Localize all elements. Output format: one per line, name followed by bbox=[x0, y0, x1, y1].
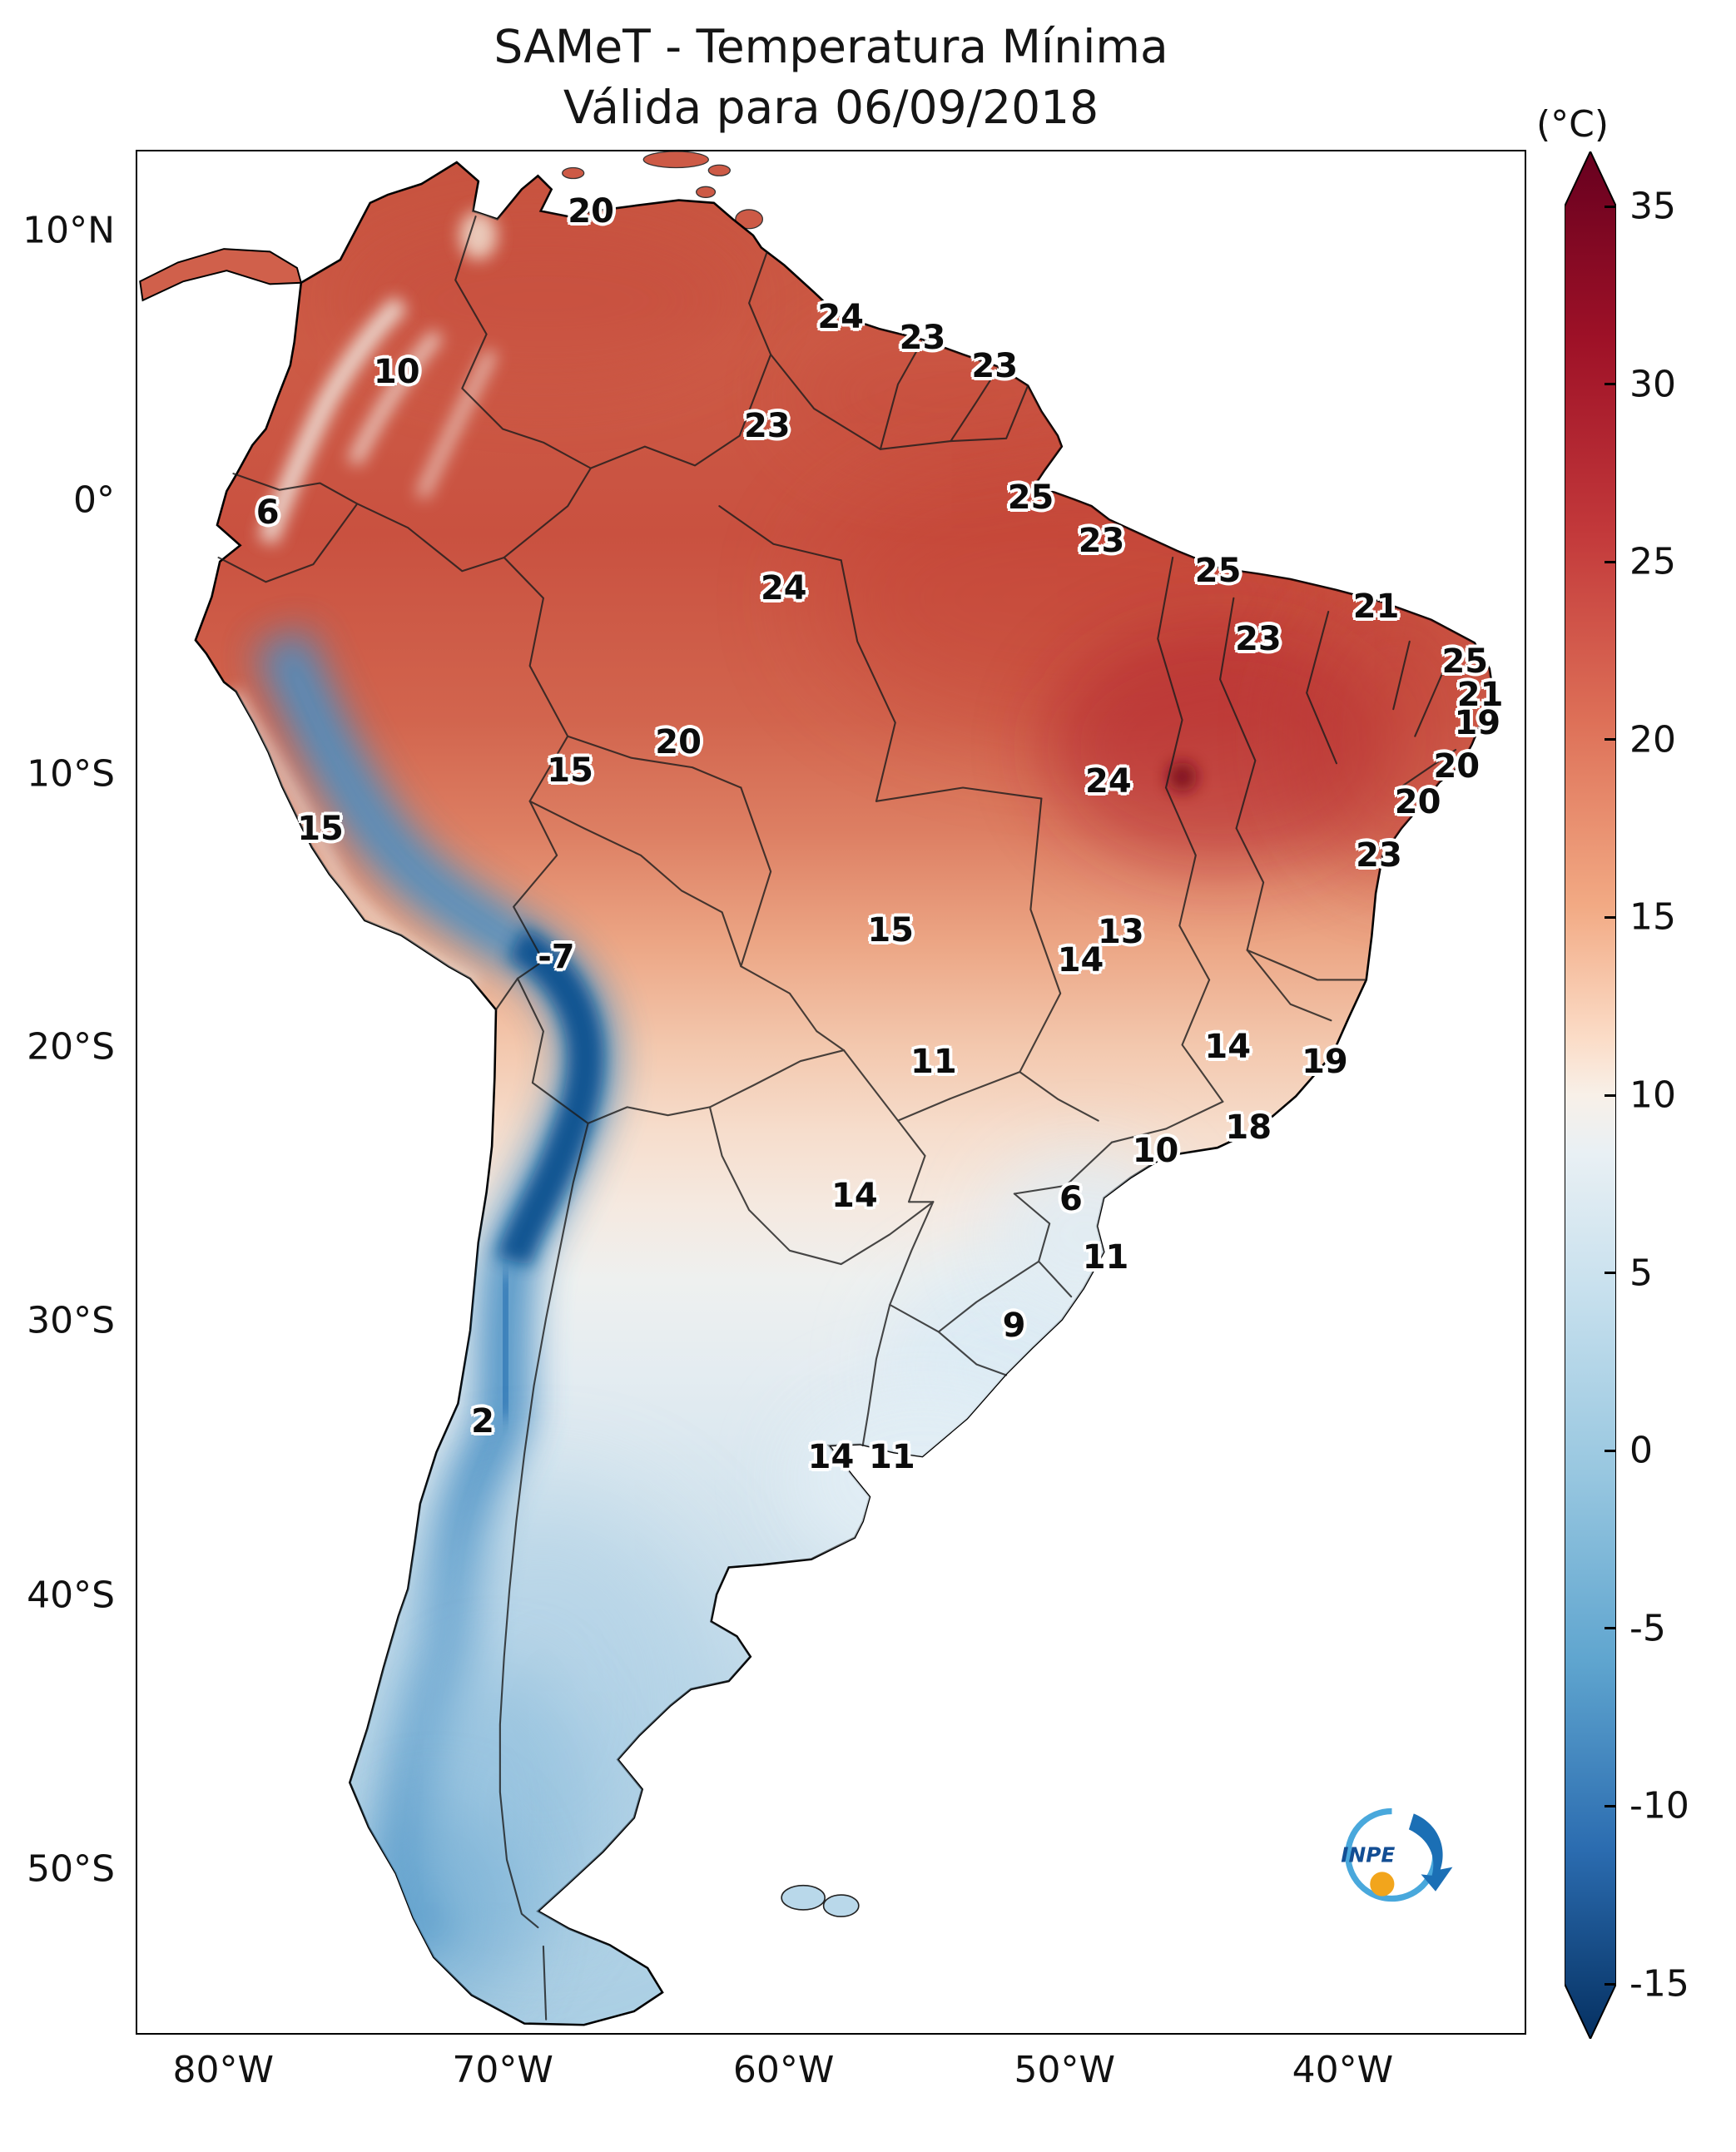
temperature-value-label: 20 bbox=[1394, 783, 1441, 822]
title-line-2: Válida para 06/09/2018 bbox=[563, 80, 1099, 134]
temperature-value-label: 19 bbox=[1302, 1043, 1348, 1082]
longitude-tick-label: 40°W bbox=[1292, 2049, 1394, 2091]
colorbar-tick-label: 5 bbox=[1629, 1252, 1653, 1295]
temperature-value-label: 15 bbox=[297, 809, 344, 848]
colorbar-gradient-bar bbox=[1565, 151, 1616, 2039]
colorbar-tick-label: 20 bbox=[1629, 718, 1676, 761]
colorbar-tick-label: -10 bbox=[1629, 1784, 1689, 1827]
temperature-value-label: 21 bbox=[1456, 676, 1504, 715]
temperature-value-label: 14 bbox=[1057, 941, 1104, 980]
inpe-logo: INPE bbox=[1342, 1807, 1453, 1902]
inpe-arrow-icon bbox=[1409, 1812, 1453, 1892]
colorbar-ticks: 35 30 25 20 15 10 5 0 -5 -10 -15 bbox=[1629, 186, 1736, 2006]
longitude-tick-label: 70°W bbox=[452, 2049, 553, 2091]
temperature-value-label: 15 bbox=[547, 751, 593, 790]
temperature-value-label: 11 bbox=[1082, 1238, 1129, 1277]
temperature-value-label: 23 bbox=[971, 346, 1019, 385]
colorbar-tick-label: 0 bbox=[1629, 1429, 1653, 1472]
temperature-value-label: 20 bbox=[568, 192, 614, 231]
colorbar bbox=[1565, 151, 1616, 2039]
temperature-value-label: 20 bbox=[1433, 747, 1481, 786]
temperature-value-label: 23 bbox=[743, 407, 791, 446]
colorbar-tick-label: 10 bbox=[1629, 1074, 1676, 1117]
latitude-tick-label: 20°S bbox=[27, 1025, 115, 1069]
colorbar-tick-label: 30 bbox=[1629, 363, 1676, 406]
temperature-value-label: 14 bbox=[1204, 1028, 1252, 1067]
temperature-value-label: 2 bbox=[471, 1402, 494, 1441]
latitude-axis: 10°N 0° 10°S 20°S 30°S 40°S 50°S bbox=[0, 150, 125, 2035]
temperature-value-label: 25 bbox=[1441, 642, 1489, 681]
temperature-value-label: 19 bbox=[1454, 704, 1501, 743]
inpe-swirl-icon bbox=[1345, 1807, 1439, 1902]
temperature-value-label: 25 bbox=[1007, 478, 1054, 518]
temperature-value-label: 18 bbox=[1225, 1108, 1272, 1148]
temperature-value-label: 14 bbox=[807, 1438, 855, 1477]
title-line-1: SAMeT - Temperatura Mínima bbox=[494, 20, 1168, 73]
longitude-tick-label: 60°W bbox=[732, 2049, 835, 2091]
temperature-value-label: 14 bbox=[831, 1176, 878, 1215]
colorbar-unit-label: (°C) bbox=[1536, 103, 1610, 146]
temperature-value-label: 24 bbox=[1085, 762, 1132, 801]
latitude-tick-label: 0° bbox=[73, 478, 115, 522]
temperature-value-label: 23 bbox=[1235, 619, 1282, 658]
south-america-map bbox=[139, 151, 1495, 2026]
temperature-value-label: 6 bbox=[255, 493, 280, 533]
temperature-value-label: 23 bbox=[899, 318, 946, 357]
latitude-tick-label: 30°S bbox=[27, 1299, 115, 1342]
inpe-logo-text: INPE bbox=[1342, 1842, 1396, 1867]
latitude-tick-label: 10°N bbox=[22, 209, 115, 252]
figure-title: SAMeT - Temperatura Mínima Válida para 0… bbox=[136, 17, 1526, 137]
latitude-tick-label: 10°S bbox=[27, 752, 115, 796]
latitude-tick-label: 50°S bbox=[27, 1847, 115, 1891]
temperature-value-label: 10 bbox=[373, 352, 420, 391]
latitude-tick-label: 40°S bbox=[27, 1574, 115, 1617]
colorbar-tick-label: 35 bbox=[1629, 185, 1676, 228]
inpe-orange-dot-icon bbox=[1370, 1871, 1395, 1897]
temperature-value-label: 13 bbox=[1098, 913, 1144, 952]
temperature-value-label: 9 bbox=[1002, 1306, 1026, 1345]
temperature-value-label: 20 bbox=[655, 722, 702, 761]
falkland-islands bbox=[781, 1884, 860, 1917]
colorbar-tick-label: 25 bbox=[1629, 540, 1676, 583]
temperature-value-label: 25 bbox=[1194, 552, 1242, 591]
temperature-value-label: 24 bbox=[817, 297, 864, 336]
temperature-value-label: 23 bbox=[1356, 836, 1402, 875]
temperature-value-label: 15 bbox=[867, 911, 915, 950]
longitude-tick-label: 50°W bbox=[1014, 2049, 1115, 2091]
temperature-value-label: 11 bbox=[869, 1438, 915, 1477]
longitude-axis: 80°W 70°W 60°W 50°W 40°W bbox=[136, 2049, 1526, 2107]
temperature-value-label: -7 bbox=[538, 937, 575, 976]
temperature-value-label: 6 bbox=[1059, 1180, 1083, 1219]
temperature-value-label: 24 bbox=[760, 568, 807, 607]
colorbar-tick-label: -5 bbox=[1629, 1607, 1666, 1650]
map-plot-area: 20 24 23 23 10 23 25 6 23 25 24 21 23 25 21 19 20 15 20 24 2… bbox=[136, 150, 1526, 2035]
longitude-tick-label: 80°W bbox=[172, 2049, 275, 2091]
temperature-value-label: 23 bbox=[1078, 522, 1125, 561]
temperature-value-label: 10 bbox=[1132, 1131, 1179, 1170]
temperature-labels-layer: 20 24 23 23 10 23 25 6 23 25 24 21 23 25 21 19 20 15 20 24 2… bbox=[137, 151, 1525, 2033]
colorbar-tick-label: -15 bbox=[1629, 1962, 1689, 2006]
colorbar-tick-label: 15 bbox=[1629, 895, 1676, 939]
caribbean-islands bbox=[562, 151, 764, 230]
country-borders bbox=[217, 216, 1457, 2021]
temperature-value-label: 11 bbox=[910, 1043, 957, 1082]
temperature-value-label: 21 bbox=[1352, 588, 1400, 627]
